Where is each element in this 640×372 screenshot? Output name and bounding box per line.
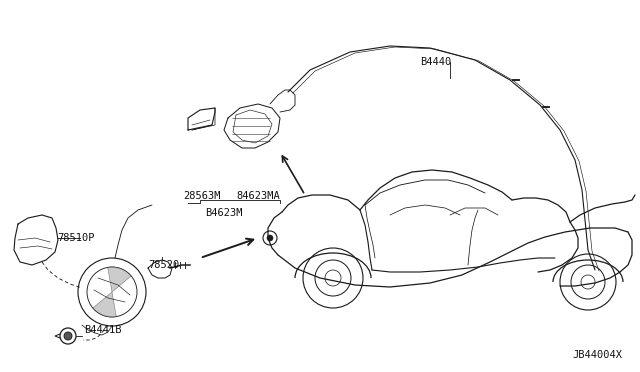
Text: B4441B: B4441B bbox=[84, 325, 122, 335]
Text: 28563M: 28563M bbox=[183, 191, 221, 201]
Wedge shape bbox=[108, 267, 131, 292]
Text: 78510P: 78510P bbox=[57, 233, 95, 243]
Text: 78520: 78520 bbox=[148, 260, 179, 270]
Circle shape bbox=[267, 235, 273, 241]
Text: 84623MA: 84623MA bbox=[236, 191, 280, 201]
Text: B4623M: B4623M bbox=[205, 208, 243, 218]
Text: B4440: B4440 bbox=[420, 57, 451, 67]
Wedge shape bbox=[93, 292, 116, 317]
Text: JB44004X: JB44004X bbox=[572, 350, 622, 360]
Circle shape bbox=[64, 332, 72, 340]
